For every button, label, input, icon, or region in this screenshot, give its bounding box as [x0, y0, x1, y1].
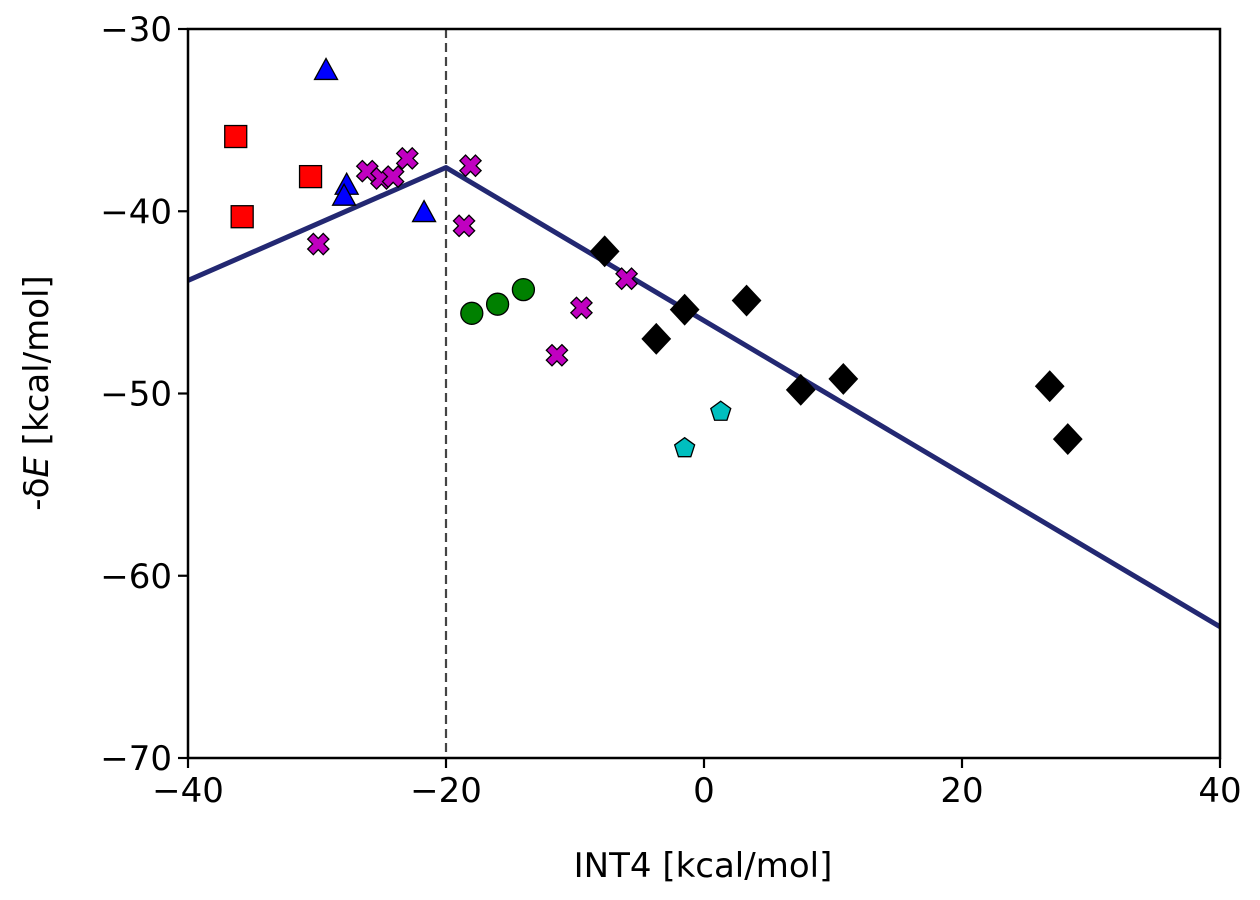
x-filled-marker [381, 165, 405, 189]
x-tick-label: −40 [152, 771, 224, 811]
diamond-marker [641, 322, 672, 355]
x-filled-marker [395, 146, 419, 170]
markers-layer [224, 57, 1083, 458]
triangle-marker [411, 199, 437, 223]
diamond-marker [1052, 423, 1083, 456]
triangle-marker [313, 57, 339, 81]
x-axis-label: INT4 [kcal/mol] [574, 846, 833, 886]
circle-marker [511, 277, 536, 302]
y-axis-label-suffix: [kcal/mol] [17, 275, 57, 456]
diamond-marker [785, 373, 816, 406]
square-marker [230, 205, 254, 229]
y-tick-label: −60 [100, 557, 172, 597]
volcano-line [188, 165, 1220, 629]
y-tick-label: −30 [100, 10, 172, 50]
series-pentagon [673, 400, 732, 458]
square-marker [224, 124, 248, 149]
series-circle [460, 277, 536, 325]
series-x-filled [306, 146, 639, 367]
series-triangle [313, 57, 437, 223]
diamond-marker [731, 284, 762, 317]
series-diamond [589, 235, 1083, 456]
diamond-marker [589, 235, 620, 268]
x-filled-marker [306, 232, 330, 256]
diamond-marker [669, 293, 700, 326]
pentagon-marker [673, 436, 696, 458]
x-filled-marker [452, 214, 476, 238]
y-tick-label: −50 [100, 375, 172, 415]
square-marker [298, 164, 323, 189]
diamond-marker [1034, 370, 1065, 403]
y-tick-label: −40 [100, 192, 172, 232]
x-filled-marker [615, 267, 639, 291]
x-tick-label: 40 [1198, 771, 1241, 811]
y-axis: −30 −40 −50 −60 −70 [100, 10, 188, 779]
circle-marker [485, 292, 510, 316]
y-axis-label: -δE [kcal/mol] [17, 275, 57, 510]
x-filled-marker [545, 343, 569, 367]
diamond-marker [828, 362, 859, 395]
x-axis: −40 −20 0 20 40 [152, 758, 1242, 811]
series-square [224, 124, 323, 229]
circle-marker [460, 301, 484, 325]
triangle-marker [331, 182, 357, 206]
x-filled-marker [458, 154, 483, 178]
pentagon-marker [710, 400, 732, 421]
y-axis-label-prefix: -δ [17, 478, 57, 511]
lines-layer [188, 29, 1220, 758]
y-axis-label-symbol: E [17, 456, 57, 478]
x-tick-label: 20 [940, 771, 983, 811]
x-tick-label: −20 [410, 771, 482, 811]
y-tick-label: −70 [100, 739, 172, 779]
x-tick-label: 0 [693, 771, 715, 811]
x-filled-marker [569, 296, 593, 320]
